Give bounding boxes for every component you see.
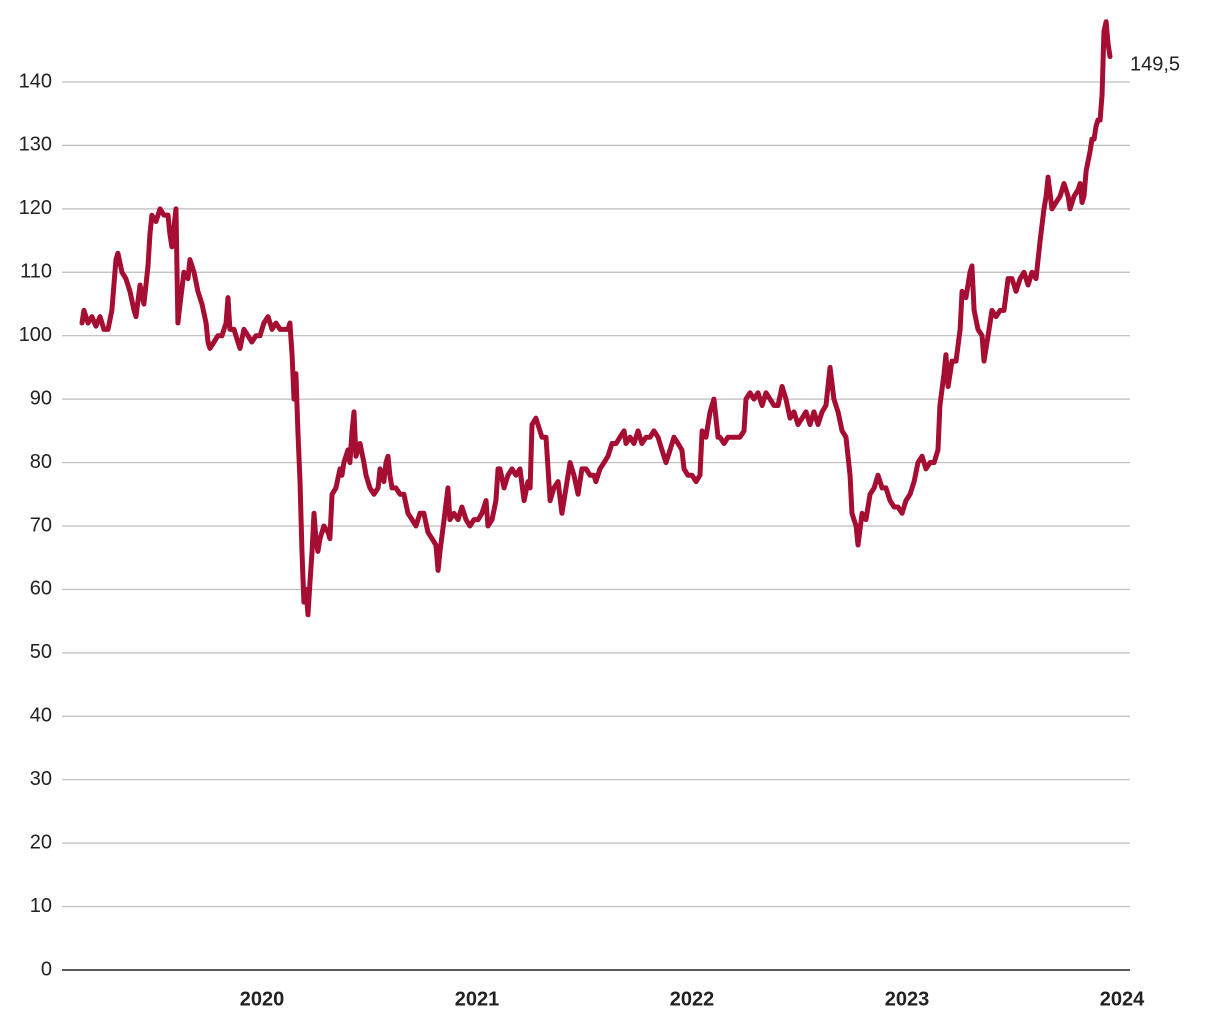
x-tick-label: 2022	[670, 988, 715, 1010]
y-tick-label: 140	[19, 70, 52, 92]
y-tick-label: 100	[19, 324, 52, 346]
y-tick-label: 90	[30, 387, 52, 409]
x-tick-label: 2021	[455, 988, 500, 1010]
y-tick-label: 80	[30, 451, 52, 473]
value-annotation: 149,5	[1130, 53, 1180, 75]
y-tick-label: 130	[19, 134, 52, 156]
y-tick-label: 40	[30, 705, 52, 727]
y-tick-label: 60	[30, 578, 52, 600]
y-tick-label: 30	[30, 768, 52, 790]
price-line	[79, 19, 1113, 618]
x-tick-label: 2023	[885, 988, 930, 1010]
y-tick-label: 110	[20, 261, 52, 283]
y-tick-label: 50	[30, 641, 52, 663]
x-tick-label: 2020	[240, 988, 285, 1010]
y-tick-label: 70	[30, 514, 52, 536]
y-tick-label: 0	[41, 958, 52, 980]
y-tick-label: 10	[30, 895, 52, 917]
y-tick-label: 20	[30, 831, 52, 853]
y-tick-label: 120	[19, 197, 52, 219]
x-tick-label: 2024	[1100, 988, 1145, 1010]
